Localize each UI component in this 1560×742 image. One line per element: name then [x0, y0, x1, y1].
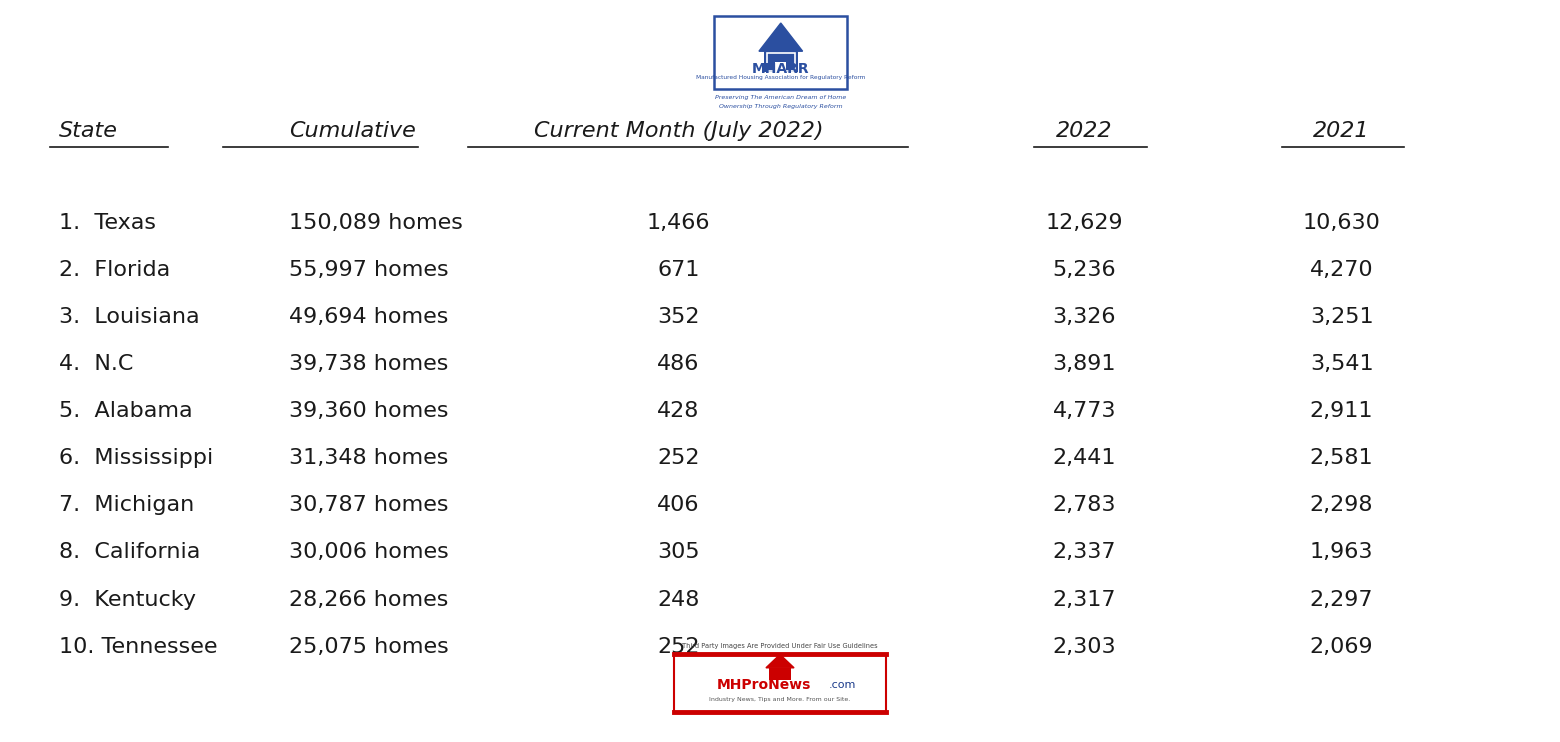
Text: Industry News, Tips and More. From our Site.: Industry News, Tips and More. From our S…	[710, 697, 850, 702]
Text: 6.  Mississippi: 6. Mississippi	[59, 448, 214, 468]
Text: 150,089 homes: 150,089 homes	[289, 213, 462, 232]
Text: MHProNews: MHProNews	[718, 678, 811, 692]
Text: 2,303: 2,303	[1053, 637, 1115, 657]
Text: 25,075 homes: 25,075 homes	[289, 637, 448, 657]
Text: 406: 406	[657, 496, 700, 515]
Text: Manufactured Housing Association for Regulatory Reform: Manufactured Housing Association for Reg…	[696, 75, 866, 80]
Text: 7.  Michigan: 7. Michigan	[59, 496, 195, 515]
Text: 2,441: 2,441	[1053, 448, 1115, 468]
Text: MHARR: MHARR	[752, 62, 810, 76]
Text: 30,006 homes: 30,006 homes	[289, 542, 448, 562]
Text: 39,738 homes: 39,738 homes	[289, 354, 448, 374]
Text: .com: .com	[828, 680, 856, 690]
Text: Current Month (July 2022): Current Month (July 2022)	[534, 121, 824, 141]
Text: 2,337: 2,337	[1053, 542, 1115, 562]
Text: 2021: 2021	[1314, 121, 1370, 141]
Text: 2,317: 2,317	[1053, 590, 1115, 609]
Text: 3,251: 3,251	[1310, 307, 1373, 326]
FancyBboxPatch shape	[674, 654, 886, 712]
FancyBboxPatch shape	[769, 668, 791, 680]
Text: Third Party Images Are Provided Under Fair Use Guidelines: Third Party Images Are Provided Under Fa…	[682, 643, 878, 649]
Text: 486: 486	[657, 354, 700, 374]
Text: 3,891: 3,891	[1053, 354, 1115, 374]
Polygon shape	[760, 23, 803, 51]
FancyBboxPatch shape	[775, 62, 786, 72]
Text: Ownership Through Regulatory Reform: Ownership Through Regulatory Reform	[719, 105, 842, 109]
Text: 252: 252	[657, 448, 700, 468]
FancyBboxPatch shape	[768, 53, 796, 70]
Text: 8.  California: 8. California	[59, 542, 201, 562]
Text: 31,348 homes: 31,348 homes	[289, 448, 448, 468]
Text: 2,581: 2,581	[1310, 448, 1373, 468]
Text: 5,236: 5,236	[1053, 260, 1115, 280]
Text: 28,266 homes: 28,266 homes	[289, 590, 448, 609]
Text: 39,360 homes: 39,360 homes	[289, 401, 448, 421]
Text: 4.  N.C: 4. N.C	[59, 354, 134, 374]
Text: 2,911: 2,911	[1310, 401, 1373, 421]
Text: 671: 671	[657, 260, 700, 280]
Text: 1.  Texas: 1. Texas	[59, 213, 156, 232]
Text: Cumulative: Cumulative	[289, 121, 415, 141]
Text: 428: 428	[657, 401, 700, 421]
Polygon shape	[766, 654, 794, 668]
Text: 252: 252	[657, 637, 700, 657]
Text: 1,963: 1,963	[1310, 542, 1373, 562]
Text: Preserving The American Dream of Home: Preserving The American Dream of Home	[714, 96, 847, 100]
Text: 352: 352	[657, 307, 700, 326]
Text: 1,466: 1,466	[647, 213, 710, 232]
Text: 10. Tennessee: 10. Tennessee	[59, 637, 218, 657]
Text: 3.  Louisiana: 3. Louisiana	[59, 307, 200, 326]
Text: 2,297: 2,297	[1310, 590, 1373, 609]
Text: 4,773: 4,773	[1053, 401, 1115, 421]
Text: 305: 305	[657, 542, 700, 562]
Text: 49,694 homes: 49,694 homes	[289, 307, 448, 326]
Text: 2,069: 2,069	[1310, 637, 1373, 657]
FancyBboxPatch shape	[714, 16, 847, 89]
Text: 10,630: 10,630	[1303, 213, 1381, 232]
Text: 2.  Florida: 2. Florida	[59, 260, 170, 280]
Text: 30,787 homes: 30,787 homes	[289, 496, 448, 515]
Text: State: State	[59, 121, 119, 141]
Text: 55,997 homes: 55,997 homes	[289, 260, 448, 280]
Text: 2,783: 2,783	[1053, 496, 1115, 515]
Text: 2,298: 2,298	[1310, 496, 1373, 515]
Text: 3,541: 3,541	[1310, 354, 1373, 374]
Text: 5.  Alabama: 5. Alabama	[59, 401, 193, 421]
Text: 2022: 2022	[1056, 121, 1112, 141]
Text: 9.  Kentucky: 9. Kentucky	[59, 590, 197, 609]
Text: 248: 248	[657, 590, 700, 609]
Text: 4,270: 4,270	[1310, 260, 1373, 280]
FancyBboxPatch shape	[764, 51, 799, 72]
Text: 12,629: 12,629	[1045, 213, 1123, 232]
Text: 3,326: 3,326	[1053, 307, 1115, 326]
